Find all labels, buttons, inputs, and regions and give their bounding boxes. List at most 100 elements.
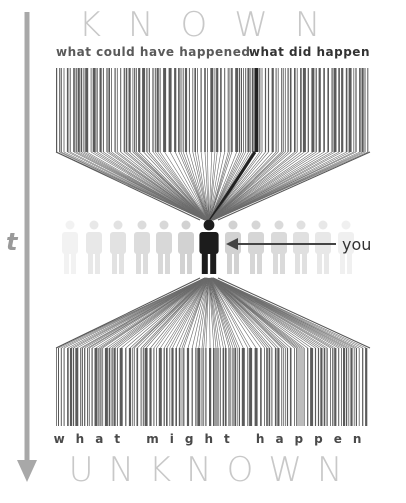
fan-line [76,277,206,349]
fan-line [126,151,207,221]
barcode-bar [243,68,244,152]
barcode-bar [264,348,265,426]
barcode-bar [367,68,369,152]
barcode-bar [100,348,102,426]
fan-line [134,277,207,349]
barcode-bar [300,68,302,152]
barcode-bar [200,68,202,152]
fan-line [175,277,209,349]
barcode-bar [163,68,167,152]
barcode-bar [364,68,366,152]
barcode-bar [341,348,342,426]
barcode-bar [142,348,144,426]
fan-line [210,277,257,349]
barcode-bar [207,68,208,152]
barcode-bar [217,348,219,426]
fan-line [209,277,244,349]
fan-line [120,151,207,221]
barcode-bar [228,348,230,426]
barcode-bar [67,348,69,426]
fan-line [143,151,208,221]
pointer-arrow-icon [226,238,336,250]
barcode-bar [63,348,65,426]
barcode-bar [204,68,206,152]
barcode-bar [286,348,289,426]
fan-line [209,151,242,221]
barcode-bar [83,68,85,152]
barcode-bar [234,348,236,426]
barcode-bar [182,68,184,152]
barcode-bar [116,348,118,426]
fan-line [208,151,213,221]
fan-line [194,151,209,221]
barcode-bar [197,68,198,152]
fan-line [209,277,224,349]
barcode-bar [210,68,214,152]
barcode-bar [168,68,172,152]
fan-line [209,151,225,221]
fan-line [160,277,208,349]
barcode-bar [140,348,142,426]
fan-line [210,151,266,221]
barcode-bar [142,68,146,152]
barcode-bar [144,348,148,426]
label-what-might-happen: what might happen [54,432,373,446]
barcode-bar [294,348,295,426]
fan-line [212,151,329,221]
barcode-bar [102,348,104,426]
fan-line [114,277,207,349]
fan-line [174,151,209,221]
fan-line [211,151,302,221]
fan-edge [55,277,201,349]
barcode-bar [73,68,75,152]
barcode-bar [249,348,253,426]
barcode-bar [277,68,279,152]
barcode-bar [148,68,150,152]
fan-line [209,151,233,221]
barcode-bar [235,68,239,152]
fan-line [203,277,210,349]
top-barcode [56,68,369,152]
fan-line [140,277,208,349]
barcode-bar [346,348,348,426]
label-what-did-happen: what did happen [249,45,370,59]
fan-line [137,277,208,349]
barcode-bar [85,68,89,152]
barcode-bar [66,68,69,152]
barcode-bar [348,348,350,426]
fan-line [213,151,368,221]
barcode-bar [323,348,326,426]
barcode-bar [358,348,360,426]
fan-line [212,277,328,349]
barcode-bar [353,348,355,426]
fan-line [153,277,208,349]
barcode-bar [156,68,159,152]
barcode-bar [75,348,79,426]
barcode-bar [163,348,165,426]
fan-line [169,277,209,349]
label-what-could-have-happened: what could have happened [56,45,250,59]
fan-line [121,277,207,349]
barcode-bar [94,348,98,426]
barcode-bar [56,68,58,152]
barcode-bar [108,68,110,152]
barcode-bar [60,68,62,152]
barcode-bar [149,348,152,426]
fan-edge [217,277,371,349]
fan-line [211,151,309,221]
barcode-bar [318,68,321,152]
barcode-bar [343,348,346,426]
barcode-bar [84,348,86,426]
barcode-bar [220,68,222,152]
fan-line [210,151,263,221]
barcode-bar [348,68,352,152]
barcode-bar [225,348,227,426]
barcode-bar [80,68,83,152]
barcode-bar [178,348,181,426]
barcode-bar [245,68,247,152]
barcode-bar [261,68,263,152]
barcode-bar [159,68,161,152]
barcode-bar [90,68,92,152]
fan-line [209,277,236,349]
barcode-bar [299,348,301,426]
